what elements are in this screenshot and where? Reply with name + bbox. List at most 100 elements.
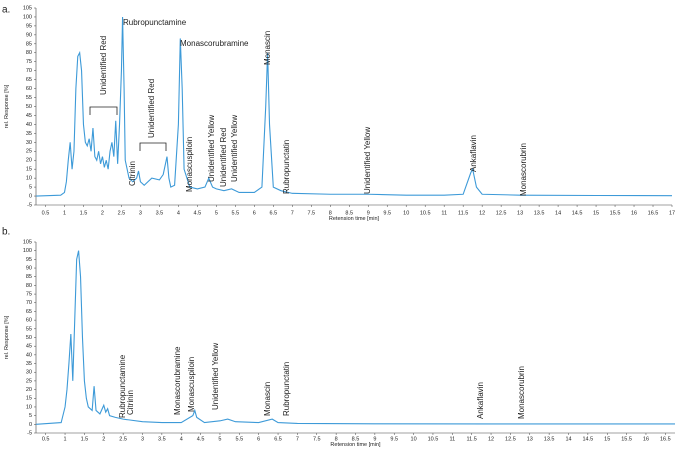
x-tick-label: 12 bbox=[479, 210, 485, 216]
x-tick-label: 15 bbox=[593, 210, 599, 216]
y-tick-label: 75 bbox=[26, 59, 32, 65]
x-tick-label: 2.5 bbox=[118, 210, 126, 216]
peak-annotation: Unidentified Yellow bbox=[363, 127, 372, 194]
x-tick-label: 6 bbox=[257, 436, 260, 442]
y-tick-label: 25 bbox=[26, 378, 32, 384]
y-tick-label: 70 bbox=[26, 68, 32, 74]
x-tick-label: 10 bbox=[411, 436, 417, 442]
x-tick-label: 1.5 bbox=[81, 436, 89, 442]
x-tick-label: 1 bbox=[64, 436, 67, 442]
peak-annotation: Monascin bbox=[263, 31, 272, 65]
x-tick-label: 6.5 bbox=[274, 436, 282, 442]
y-tick-label: 55 bbox=[26, 326, 32, 332]
peak-annotation: Rubropunctamine bbox=[118, 354, 127, 418]
peak-annotation: Rubropunctatin bbox=[282, 140, 291, 194]
panel-label: a. bbox=[2, 5, 10, 16]
x-tick-label: 11 bbox=[449, 436, 455, 442]
x-tick-label: 4.5 bbox=[194, 210, 202, 216]
y-tick-label: 100 bbox=[23, 14, 32, 20]
peak-annotation: Unidentified Red bbox=[219, 128, 228, 187]
y-tick-label: 0 bbox=[29, 193, 32, 199]
y-tick-label: -5 bbox=[27, 202, 32, 208]
x-tick-label: 15.5 bbox=[621, 436, 632, 442]
x-tick-label: 7.5 bbox=[307, 210, 315, 216]
x-tick-label: 7 bbox=[291, 210, 294, 216]
x-tick-label: 10.5 bbox=[428, 436, 439, 442]
x-tick-label: 8.5 bbox=[345, 210, 353, 216]
peak-annotation: Unidentified Yellow bbox=[211, 343, 220, 410]
x-tick-label: 12.5 bbox=[505, 436, 516, 442]
y-tick-label: 60 bbox=[26, 86, 32, 92]
x-tick-label: 16 bbox=[631, 210, 637, 216]
x-tick-label: 6 bbox=[253, 210, 256, 216]
peak-annotation: Ankaflavin bbox=[476, 382, 485, 419]
x-tick-label: 12 bbox=[488, 436, 494, 442]
y-tick-label: 40 bbox=[26, 122, 32, 128]
x-tick-label: 7.5 bbox=[313, 436, 321, 442]
y-tick-label: 80 bbox=[26, 283, 32, 289]
x-tick-label: 11.5 bbox=[467, 436, 477, 442]
y-tick-label: 80 bbox=[26, 50, 32, 56]
x-tick-label: 4 bbox=[177, 210, 180, 216]
y-tick-label: 30 bbox=[26, 370, 32, 376]
x-tick-label: 3 bbox=[139, 210, 142, 216]
x-tick-label: 5.5 bbox=[235, 436, 243, 442]
y-tick-label: 75 bbox=[26, 292, 32, 298]
x-tick-label: 8 bbox=[335, 436, 338, 442]
x-tick-label: 5 bbox=[218, 436, 221, 442]
y-tick-label: 60 bbox=[26, 318, 32, 324]
x-tick-label: 9 bbox=[373, 436, 376, 442]
x-tick-label: 8 bbox=[329, 210, 332, 216]
y-tick-label: 15 bbox=[26, 396, 32, 402]
x-tick-label: 10 bbox=[403, 210, 409, 216]
x-tick-label: 10.5 bbox=[420, 210, 431, 216]
peak-annotation: Monascin bbox=[263, 382, 272, 416]
y-tick-label: 85 bbox=[26, 274, 32, 280]
peak-annotation: Unidentified Red bbox=[147, 79, 156, 138]
x-tick-label: 15.5 bbox=[610, 210, 621, 216]
y-tick-label: 55 bbox=[26, 95, 32, 101]
peak-annotation: Ankaflavin bbox=[469, 135, 478, 172]
y-tick-label: 100 bbox=[23, 248, 32, 254]
x-tick-label: 9 bbox=[367, 210, 370, 216]
peak-annotation: Citrinin bbox=[126, 390, 135, 415]
x-tick-label: 12.5 bbox=[496, 210, 507, 216]
peak-annotation: Monascuspiloin bbox=[185, 137, 194, 192]
x-tick-label: 0.5 bbox=[42, 436, 50, 442]
y-tick-label: 85 bbox=[26, 41, 32, 47]
y-tick-label: 25 bbox=[26, 149, 32, 155]
y-tick-label: 105 bbox=[23, 239, 32, 245]
x-tick-label: 3.5 bbox=[156, 210, 164, 216]
y-axis-title: rel. Response [%] bbox=[4, 84, 10, 128]
y-tick-label: -5 bbox=[27, 430, 32, 436]
peak-annotation: Monascuspiloin bbox=[187, 357, 196, 412]
x-tick-label: 1 bbox=[63, 210, 66, 216]
peak-annotation: Unidentified Yellow bbox=[207, 115, 216, 182]
peak-annotation: Unidentified Yellow bbox=[230, 115, 239, 182]
peak-annotation: Rubropunctamine bbox=[123, 18, 187, 27]
peak-annotation: Monascorubrin bbox=[519, 143, 528, 196]
x-tick-label: 14 bbox=[555, 210, 561, 216]
y-tick-label: 20 bbox=[26, 158, 32, 164]
y-tick-label: 45 bbox=[26, 344, 32, 350]
x-tick-label: 5.5 bbox=[232, 210, 240, 216]
x-tick-label: 14.5 bbox=[572, 210, 583, 216]
y-tick-label: 90 bbox=[26, 265, 32, 271]
x-tick-label: 3.5 bbox=[158, 436, 166, 442]
x-tick-label: 8.5 bbox=[352, 436, 360, 442]
y-tick-label: 5 bbox=[29, 413, 32, 419]
y-tick-label: 30 bbox=[26, 140, 32, 146]
x-tick-label: 2.5 bbox=[119, 436, 127, 442]
peak-annotation: Rubropunctatin bbox=[282, 362, 291, 416]
x-tick-label: 13 bbox=[527, 436, 533, 442]
y-tick-label: 10 bbox=[26, 404, 32, 410]
peak-annotation: Citrinin bbox=[128, 161, 137, 186]
y-tick-label: 45 bbox=[26, 113, 32, 119]
y-tick-label: 90 bbox=[26, 32, 32, 38]
y-tick-label: 65 bbox=[26, 309, 32, 315]
x-tick-label: 9.5 bbox=[383, 210, 391, 216]
x-tick-label: 15 bbox=[604, 436, 610, 442]
y-tick-label: 5 bbox=[29, 185, 32, 191]
y-tick-label: 20 bbox=[26, 387, 32, 393]
